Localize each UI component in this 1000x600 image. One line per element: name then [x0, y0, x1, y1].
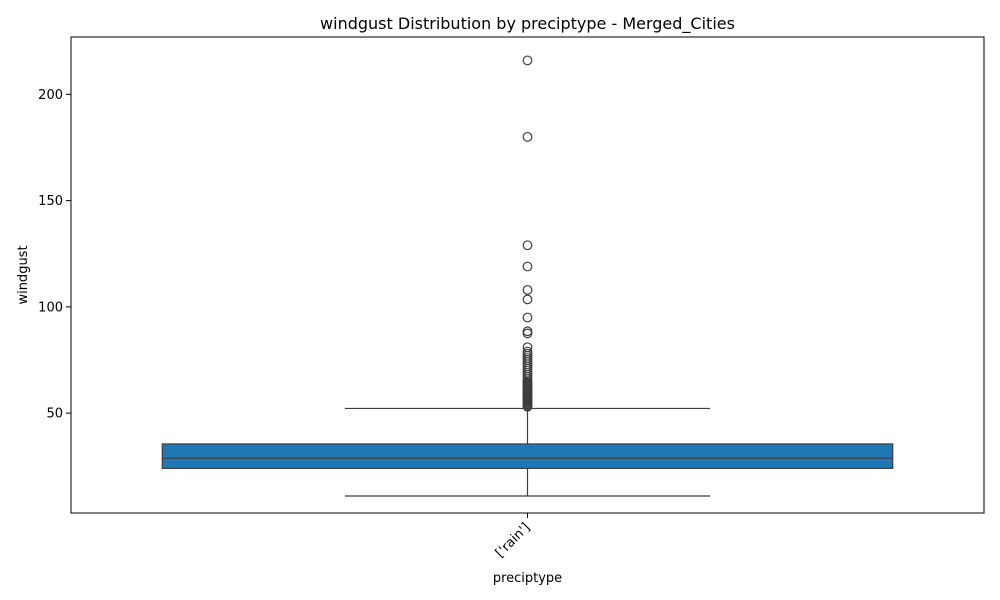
x-tick-label: ['rain']	[493, 520, 534, 561]
outlier-point	[522, 346, 533, 357]
outlier-point	[522, 326, 533, 337]
y-tick-label: 150	[38, 194, 63, 209]
chart-title: windgust Distribution by preciptype - Me…	[320, 14, 735, 34]
outlier-point	[522, 261, 533, 272]
y-tick-label: 100	[38, 300, 63, 315]
y-axis-title: windgust	[16, 245, 31, 304]
y-axis: 50 100 150 200	[38, 88, 71, 422]
x-axis-title: preciptype	[493, 571, 562, 586]
y-tick-label: 200	[38, 88, 63, 103]
y-tick-label: 50	[46, 407, 63, 422]
x-axis: ['rain']	[493, 513, 534, 561]
outlier-point	[522, 240, 533, 251]
box-plot-group	[161, 55, 894, 497]
outlier-point	[522, 55, 533, 66]
outlier-point	[522, 312, 533, 323]
box-iqr	[161, 443, 894, 469]
outlier-point	[522, 342, 533, 353]
outlier-point	[522, 328, 533, 339]
outlier-point	[522, 284, 533, 295]
outlier-point	[522, 294, 533, 305]
outlier-point	[522, 131, 533, 142]
